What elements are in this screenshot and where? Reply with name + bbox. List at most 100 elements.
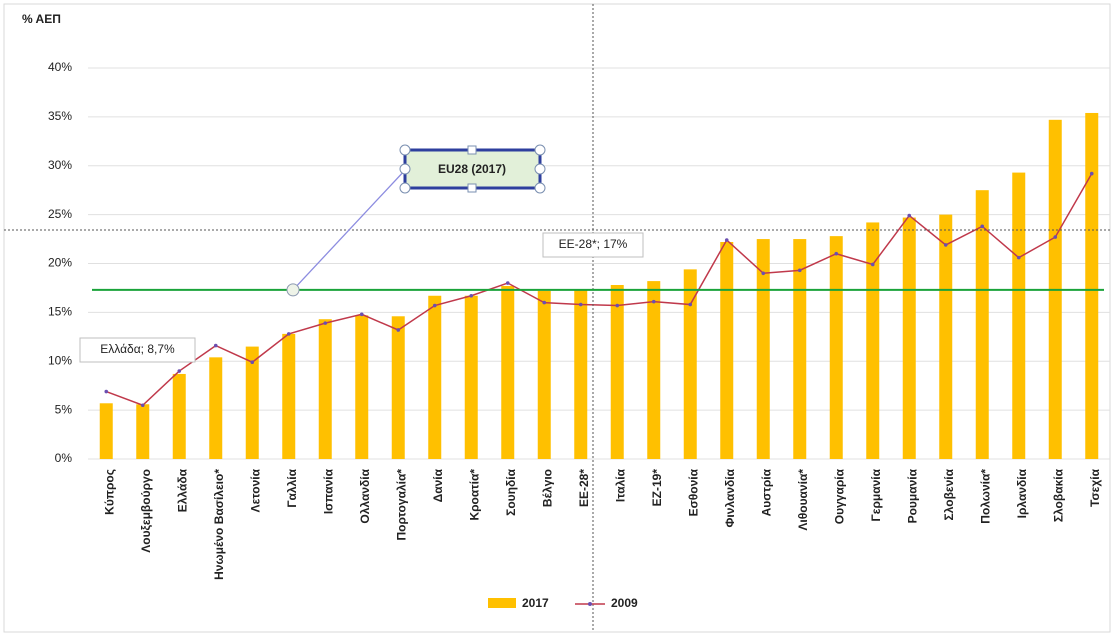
bar xyxy=(829,236,843,459)
point xyxy=(797,268,802,273)
x-tick-label: Ηνωμένο Βασίλειο* xyxy=(212,469,226,580)
callout-anchor xyxy=(286,283,300,297)
line xyxy=(105,173,1093,407)
y-tick-label: 5% xyxy=(55,402,73,416)
bar xyxy=(756,239,770,459)
bar xyxy=(537,290,551,459)
point xyxy=(1016,255,1021,260)
annotation: Ελλάδα; 8,7% xyxy=(100,342,175,356)
bar xyxy=(245,346,259,459)
x-tick-label: Τσεχία xyxy=(1088,468,1102,507)
y-tick-label: 20% xyxy=(48,256,72,270)
bar xyxy=(318,319,332,459)
point xyxy=(359,312,364,317)
y-tick-label: 40% xyxy=(48,60,72,74)
bar xyxy=(1085,112,1099,459)
point xyxy=(615,303,620,308)
marks xyxy=(99,112,1099,460)
annotation-box xyxy=(79,337,196,363)
bar xyxy=(793,239,807,459)
bar xyxy=(647,281,661,459)
x-tick-label: ΕΕ-28* xyxy=(577,469,591,507)
x-tick-label: Ισπανία xyxy=(321,468,335,514)
x-tick-label: Βέλγιο xyxy=(540,469,554,507)
bar xyxy=(501,285,515,459)
annotation-box xyxy=(542,232,644,258)
bar xyxy=(610,285,624,459)
bar xyxy=(99,403,113,459)
point xyxy=(469,293,474,298)
handle xyxy=(534,163,546,175)
x-tick-label: Σλοβενία xyxy=(942,468,956,520)
bar xyxy=(355,315,369,459)
y-tick-label: 0% xyxy=(55,451,73,465)
x-tick-label: ΕΖ-19* xyxy=(650,469,664,507)
point xyxy=(870,262,875,267)
x-tick-label: Πορτογαλία* xyxy=(394,469,408,541)
y-tick-label: 30% xyxy=(48,158,72,172)
handle xyxy=(399,163,411,175)
legend-swatch xyxy=(588,602,592,606)
overlay: EU28 (2017) Ελλάδα; 8,7% ΕΕ-28*; 17% 2017 20… xyxy=(79,144,1104,610)
point xyxy=(542,300,547,305)
x-tick-label: Λετονία xyxy=(248,468,262,512)
handle xyxy=(399,144,411,156)
bar xyxy=(282,333,296,459)
point xyxy=(1053,235,1058,239)
x-tick-label: Λουξεμβούργο xyxy=(139,469,153,553)
point xyxy=(140,403,145,408)
point xyxy=(578,302,583,307)
x-tick-label: Ολλανδία xyxy=(358,468,372,523)
bar xyxy=(720,241,734,459)
point xyxy=(724,238,729,242)
bar xyxy=(428,295,442,459)
point xyxy=(396,328,401,332)
callout-label: EU28 (2017) xyxy=(438,162,506,176)
legend-swatch xyxy=(488,598,516,608)
x-tick-label: Αυστρία xyxy=(759,468,773,516)
x-tick-label: Σουηδία xyxy=(504,468,518,515)
handle xyxy=(534,144,546,156)
x-tick-label: Πολωνία* xyxy=(978,469,992,524)
handle xyxy=(467,145,477,155)
point xyxy=(761,271,766,276)
x-tick-label: Φινλανδία xyxy=(723,468,737,527)
x-tick-label: Γερμανία xyxy=(869,468,883,521)
bar xyxy=(464,295,478,459)
x-tick-label: Εσθονία xyxy=(686,468,700,516)
handle xyxy=(534,182,546,194)
x-tick-label: Σλοβακία xyxy=(1051,468,1065,522)
x-tick-label: Ουγγαρία xyxy=(832,468,846,524)
bar xyxy=(172,373,186,459)
chart-border xyxy=(3,3,1111,633)
y-tick-label: 25% xyxy=(48,207,72,221)
bar xyxy=(866,222,880,459)
point xyxy=(907,213,912,218)
callout-connector xyxy=(292,167,408,291)
bar xyxy=(209,357,223,459)
annotation: ΕΕ-28*; 17% xyxy=(559,237,628,251)
x-tick-label: Ελλάδα xyxy=(175,468,189,512)
bar xyxy=(1012,172,1026,459)
bar xyxy=(391,316,405,459)
point xyxy=(104,389,109,394)
bar xyxy=(136,404,150,459)
bar xyxy=(574,289,588,459)
y-tick-label: 10% xyxy=(48,353,72,367)
point xyxy=(688,302,693,307)
y-axis-label: % ΑΕΠ xyxy=(22,12,61,26)
handle xyxy=(399,182,411,194)
y-tick-label: 35% xyxy=(48,109,72,123)
bar xyxy=(902,217,916,459)
x-tick-label: Κροατία* xyxy=(467,469,481,521)
x-tick-label: Γαλλία xyxy=(285,468,299,507)
point xyxy=(980,224,985,229)
point xyxy=(177,369,182,373)
x-tick-label: Κύπρος xyxy=(102,469,116,515)
point xyxy=(1089,171,1094,176)
legend-label: 2017 xyxy=(522,596,549,610)
point xyxy=(651,299,656,304)
point xyxy=(323,321,328,325)
y-tick-label: 15% xyxy=(48,305,72,319)
point xyxy=(213,343,218,348)
